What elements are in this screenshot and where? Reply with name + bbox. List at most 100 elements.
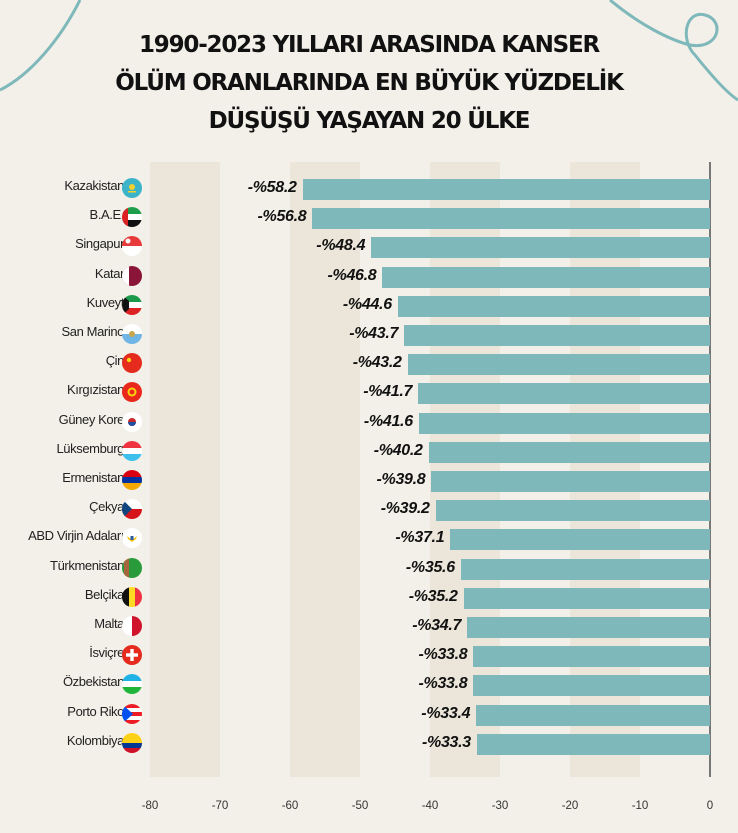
country-label: Özbekistan [62,674,124,690]
country-label: Porto Riko [67,703,124,719]
value-label: -%39.8 [376,471,426,488]
x-tick-label: -20 [561,800,579,812]
bar [382,266,710,288]
grid-band [570,162,640,777]
bar-row: Özbekistan -%33.8 [0,668,738,698]
bar-row: San Marino -%43.7 [0,318,738,348]
kyrgyzstan-flag-icon [122,382,142,403]
value-label: -%34.7 [412,617,462,634]
bar [435,500,710,522]
value-label: -%35.6 [405,558,455,576]
chart-title: 1990-2023 YILLARI ARASINDA KANSER ÖLÜM O… [0,26,738,140]
bar [476,704,710,726]
country-label: Çin [105,353,125,369]
bar [428,441,710,463]
bar [371,237,710,259]
bar [397,295,710,317]
grid-band [150,162,220,777]
bar-row: Katar -%46.8 [0,260,738,290]
value-label: -%37.1 [395,529,445,547]
title-line-2: ÖLÜM ORANLARINDA EN BÜYÜK YÜZDELİK [115,70,624,96]
turkmenistan-flag-icon [122,557,142,578]
kazakhstan-flag-icon [122,178,142,198]
uzbekistan-flag-icon [122,674,142,695]
bar-row: Porto Riko -%33.4 [0,698,738,728]
x-tick-label: 0 [706,800,714,812]
armenia-flag-icon [122,470,142,490]
grid-band [290,162,360,777]
bar-row: Türkmenistan -%35.6 [0,552,738,582]
x-tick-label: -80 [141,800,159,812]
bar-row: Ermenistan -%39.8 [0,464,738,494]
value-label: -%41.7 [363,383,413,401]
bar [312,208,710,230]
bar-row: Malta -%34.7 [0,610,738,640]
x-tick-label: -60 [281,800,299,812]
czechia-flag-icon [122,499,142,520]
x-tick-label: -30 [491,800,509,812]
uae-flag-icon [122,207,142,228]
x-tick-label: -70 [211,800,229,812]
x-tick-label: -10 [631,800,649,812]
bar-row: Singapur -%48.4 [0,230,738,260]
bar-row: Lüksemburg -%40.2 [0,435,738,465]
value-label: -%56.8 [257,208,307,226]
bar-row: Çekya -%39.2 [0,493,738,523]
country-label: Kırgızistan [66,382,124,398]
country-label: Belçika [84,586,125,602]
bar-row: Kırgızistan -%41.7 [0,376,738,406]
china-flag-icon [122,353,142,374]
bar [302,179,710,200]
value-label: -%43.2 [352,354,402,372]
singapore-flag-icon [122,236,142,257]
qatar-flag-icon [122,265,142,286]
country-label: Malta [94,616,124,631]
bar-row: B.A.E. -%56.8 [0,201,738,231]
country-label: Katar [94,265,124,281]
country-label: Lüksemburg [56,440,124,456]
san-marino-flag-icon [122,324,142,344]
country-label: Güney Kore [58,411,125,427]
usvi-flag-icon [122,528,142,549]
value-label: -%58.2 [247,179,297,196]
bar [473,646,710,668]
malta-flag-icon [122,616,142,636]
puerto-rico-flag-icon [122,703,142,724]
title-line-1: 1990-2023 YILLARI ARASINDA KANSER [138,32,600,58]
country-label: Türkmenistan [50,557,124,573]
bar [418,383,710,405]
kuwait-flag-icon [122,294,142,315]
bar [450,529,710,551]
value-label: -%33.4 [421,704,471,722]
bar-row: Belçika -%35.2 [0,581,738,611]
south-korea-flag-icon [122,411,142,432]
country-label: ABD Virjin Adaları [28,528,124,544]
bar-row: ABD Virjin Adaları -%37.1 [0,522,738,552]
x-tick-label: -50 [351,800,369,812]
bar [407,354,710,376]
value-label: -%33.8 [418,646,468,664]
bar [404,325,710,346]
value-label: -%44.6 [342,295,392,313]
country-label: Çekya [89,499,124,515]
bar [463,587,710,609]
value-label: -%43.7 [349,325,399,342]
colombia-flag-icon [122,732,142,753]
bar [460,558,710,580]
value-label: -%41.6 [363,412,413,430]
grid-band [430,162,500,777]
value-label: -%48.4 [316,237,366,255]
zero-axis-line [709,162,711,777]
value-label: -%35.2 [408,587,458,605]
country-label: Kuveyt [86,294,125,310]
belgium-flag-icon [122,586,142,607]
bar-row: Güney Kore -%41.6 [0,406,738,436]
country-label: Singapur [75,236,124,252]
country-label: San Marino [61,324,125,339]
bar [467,617,710,638]
luxembourg-flag-icon [122,440,142,461]
value-label: -%33.8 [418,675,468,693]
title-line-3: DÜŞÜŞÜ YAŞAYAN 20 ÜLKE [208,108,531,134]
bar [418,412,710,434]
